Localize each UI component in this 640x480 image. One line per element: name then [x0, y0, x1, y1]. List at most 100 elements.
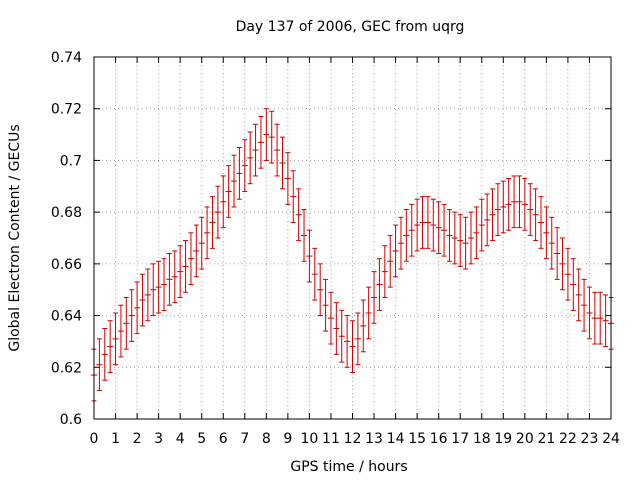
data-point: [414, 198, 421, 252]
data-point: [478, 198, 485, 252]
data-point: [602, 294, 609, 348]
data-point: [451, 211, 458, 265]
x-tick-label: 5: [197, 431, 206, 447]
data-point: [591, 291, 598, 345]
data-point: [408, 203, 415, 257]
data-point: [317, 263, 324, 317]
data-point: [236, 147, 243, 200]
data-point: [193, 224, 200, 278]
y-axis-label: Global Electron Content / GECUs: [7, 124, 23, 351]
x-axis-label: GPS time / hours: [290, 459, 407, 475]
data-point: [279, 136, 286, 190]
data-point: [376, 258, 383, 311]
x-tick-label: 10: [301, 431, 319, 447]
data-point: [484, 193, 491, 247]
data-point: [209, 196, 216, 249]
x-tick-label: 17: [451, 431, 469, 447]
data-point: [134, 281, 141, 335]
data-point: [537, 196, 544, 249]
data-point: [597, 291, 604, 345]
data-point: [128, 289, 135, 342]
data-point: [247, 131, 254, 185]
plot-frame: [93, 56, 612, 420]
x-tick-label: 2: [133, 431, 142, 447]
data-point: [360, 299, 367, 353]
x-tick-label: 15: [408, 431, 426, 447]
x-tick-label: 23: [581, 431, 599, 447]
data-point: [96, 338, 103, 392]
data-point: [564, 247, 571, 301]
x-tick-label: 7: [240, 431, 249, 447]
data-point: [570, 258, 577, 311]
data-point: [457, 214, 464, 267]
data-point: [123, 296, 130, 350]
x-tick-label: 0: [90, 431, 99, 447]
x-tick-label: 22: [559, 431, 577, 447]
x-tick-label: 13: [365, 431, 383, 447]
data-point: [322, 278, 329, 332]
y-tick-label: 0.72: [51, 102, 82, 118]
x-tick-label: 12: [344, 431, 362, 447]
y-tick-labels: 0.6 0.62 0.64 0.66 0.68 0.7 0.72 0.74: [51, 50, 82, 428]
data-point: [548, 216, 555, 270]
y-tick-label: 0.64: [51, 309, 82, 325]
data-point: [225, 165, 232, 218]
data-point: [144, 268, 151, 322]
data-point: [505, 178, 512, 231]
x-tick-label: 8: [262, 431, 271, 447]
data-point: [268, 110, 275, 164]
data-point: [290, 170, 297, 223]
data-point: [171, 250, 178, 304]
data-point: [177, 245, 184, 298]
data-point: [516, 175, 523, 229]
data-point: [403, 209, 410, 262]
data-point: [467, 211, 474, 265]
data-point: [311, 247, 318, 301]
x-tick-label: 20: [516, 431, 534, 447]
y-tick-label: 0.7: [60, 153, 82, 169]
data-point: [204, 206, 211, 260]
data-point: [295, 188, 302, 242]
data-point: [198, 216, 205, 270]
data-point: [473, 206, 480, 260]
y-tick-label: 0.62: [51, 360, 82, 376]
data-point: [241, 139, 248, 192]
data-point: [161, 258, 168, 311]
x-tick-label: 4: [176, 431, 185, 447]
data-point: [527, 183, 534, 236]
data-point: [581, 278, 588, 332]
data-point: [107, 320, 114, 373]
data-point: [511, 175, 518, 229]
data-point: [263, 108, 270, 161]
data-point: [489, 188, 496, 242]
y-tick-label: 0.68: [51, 205, 82, 221]
data-point: [381, 245, 388, 298]
data-point: [150, 263, 157, 317]
data-point: [494, 183, 501, 236]
data-point: [387, 234, 394, 288]
data-point: [575, 268, 582, 322]
y-tick-label: 0.66: [51, 257, 82, 273]
data-point: [338, 309, 345, 363]
data-point: [435, 201, 442, 255]
data-point: [462, 216, 469, 270]
data-point: [559, 237, 566, 291]
data-point: [392, 224, 399, 278]
x-tick-label: 9: [283, 431, 292, 447]
x-tick-label: 11: [322, 431, 340, 447]
ticks: [93, 56, 612, 420]
y-tick-label: 0.74: [51, 50, 82, 66]
x-tick-label: 16: [430, 431, 448, 447]
data-point: [112, 312, 119, 366]
data-point: [586, 286, 593, 340]
x-tick-labels: 0 1 2 3 4 5 6 7 8 9 10 11 12 13 14 15 16 17 18 19 20 21 22 23 24: [90, 431, 620, 447]
data-point: [214, 185, 221, 239]
data-point: [166, 253, 173, 306]
data-point: [101, 328, 108, 381]
chart-title: Day 137 of 2006, GEC from uqrg: [236, 19, 465, 35]
data-point: [257, 115, 264, 169]
x-tick-label: 14: [387, 431, 405, 447]
data-point: [139, 273, 146, 327]
data-point: [274, 123, 281, 177]
